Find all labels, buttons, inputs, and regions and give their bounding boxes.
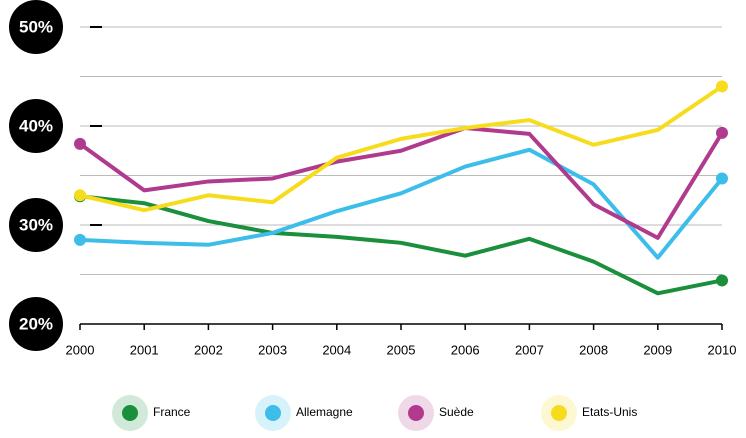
x-tick-label: 2001 (130, 342, 159, 357)
y-tick-label: 30% (19, 215, 53, 234)
legend-swatch (122, 405, 138, 421)
x-tick-label: 2006 (451, 342, 480, 357)
series-line (79, 194, 723, 296)
x-tick-label: 2005 (387, 342, 416, 357)
endpoint-marker (716, 126, 728, 139)
legend-label: Suède (439, 405, 474, 419)
legend-swatch (265, 405, 281, 421)
x-tick-label: 2008 (579, 342, 608, 357)
endpoint-marker (716, 80, 728, 93)
x-tick-label: 2004 (322, 342, 351, 357)
series-line (79, 147, 724, 260)
legend-label: France (153, 405, 191, 419)
endpoint-marker (716, 172, 728, 185)
x-tick-label: 2000 (66, 342, 95, 357)
x-tick-label: 2010 (708, 342, 737, 357)
legend-label: Etats-Unis (582, 405, 637, 419)
y-tick-label: 50% (19, 17, 53, 36)
legend-label: Allemagne (296, 405, 353, 419)
y-label-badge (9, 297, 63, 351)
endpoint-marker (74, 233, 86, 246)
series-line (78, 125, 724, 240)
series-line (79, 84, 724, 213)
endpoint-marker (74, 189, 86, 202)
y-label-badge (9, 198, 63, 252)
legend-swatch (408, 405, 424, 421)
y-label-badge (9, 99, 63, 153)
x-tick-label: 2009 (643, 342, 672, 357)
y-tick-label: 40% (19, 116, 53, 135)
legend-swatch (551, 405, 567, 421)
y-label-badge (9, 0, 63, 54)
endpoint-marker (716, 274, 728, 287)
x-tick-label: 2007 (515, 342, 544, 357)
x-tick-label: 2002 (194, 342, 223, 357)
y-tick-label: 20% (19, 314, 53, 333)
x-tick-label: 2003 (258, 342, 287, 357)
endpoint-marker (74, 137, 86, 150)
